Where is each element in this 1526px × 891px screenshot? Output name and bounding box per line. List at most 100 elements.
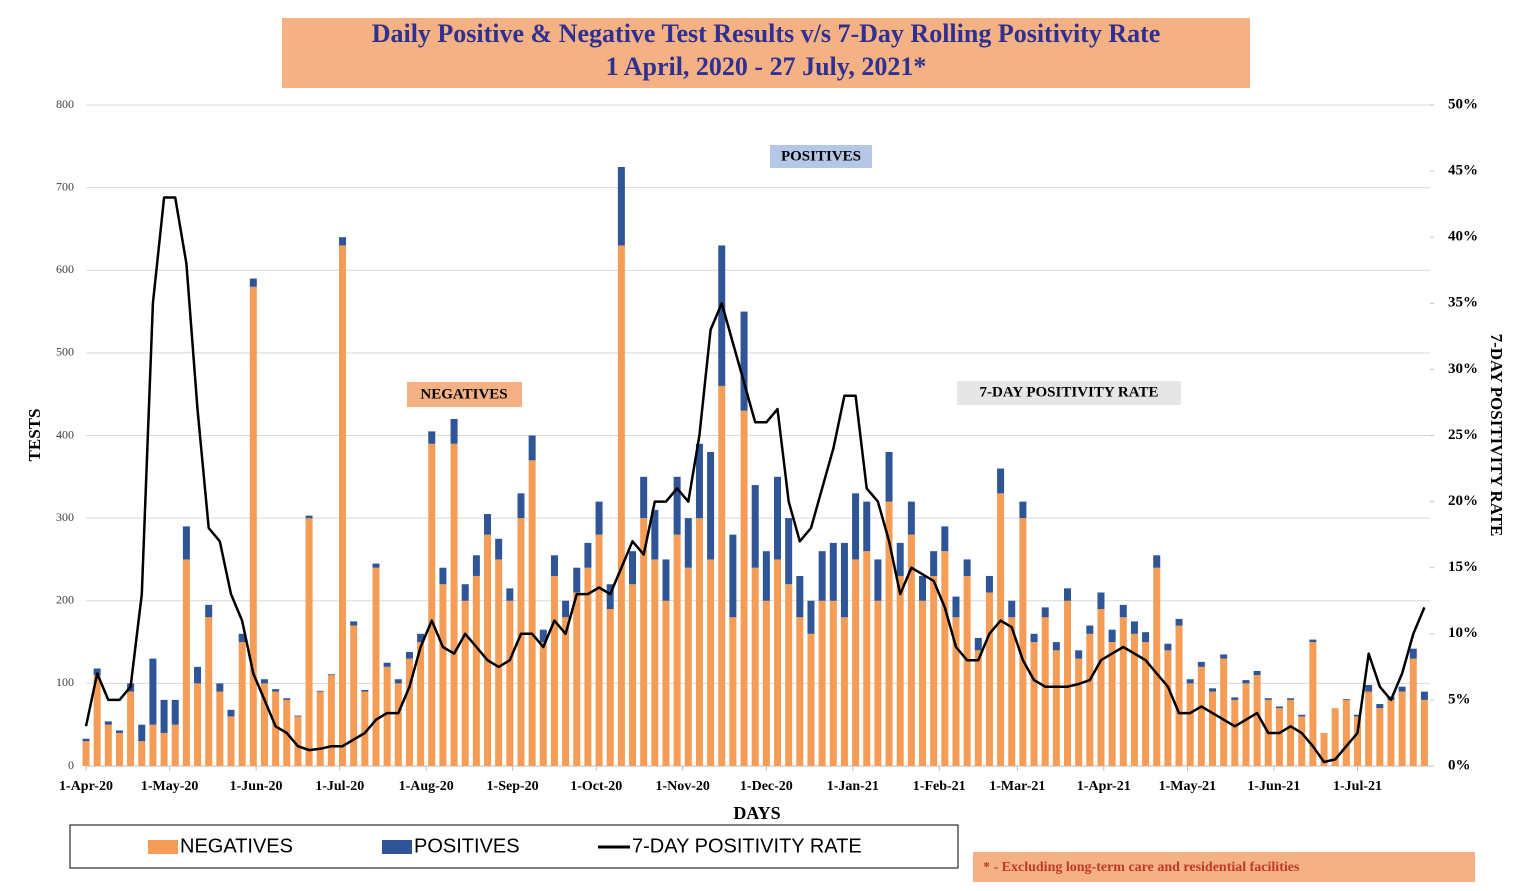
bar <box>216 691 224 766</box>
y2-axis-title: 7-DAY POSITIVITY RATE <box>1487 334 1506 537</box>
bar <box>1320 732 1328 766</box>
annotation-box <box>407 382 522 407</box>
bar <box>807 600 815 634</box>
bar <box>963 559 971 576</box>
y-tick-label: 300 <box>56 510 74 524</box>
bar <box>495 538 503 560</box>
bar <box>829 600 837 766</box>
bar <box>1008 600 1016 618</box>
bar <box>997 468 1005 494</box>
bar <box>249 286 257 766</box>
bar <box>528 435 536 461</box>
y2-tick-label: 5% <box>1448 691 1471 707</box>
bar <box>751 567 759 766</box>
bar <box>1354 714 1362 717</box>
bar <box>305 518 313 766</box>
legend-box <box>69 824 959 869</box>
bar <box>461 600 469 766</box>
bar <box>383 662 391 667</box>
annotation-box <box>957 381 1181 405</box>
x-tick-label: 1-May-20 <box>141 779 199 794</box>
legend-swatch <box>148 840 178 854</box>
bar <box>695 518 703 766</box>
y-tick-label: 200 <box>56 593 74 607</box>
bar <box>1008 617 1016 766</box>
bar <box>662 600 670 766</box>
bar <box>1298 716 1306 766</box>
bar <box>807 633 815 766</box>
annotation: POSITIVES <box>781 148 861 164</box>
bar <box>238 642 246 766</box>
bar <box>1019 518 1027 766</box>
bar <box>1197 666 1205 766</box>
bar <box>1420 699 1428 766</box>
footnote-box <box>973 852 1475 882</box>
x-axis-title: DAYS <box>733 803 780 823</box>
bar <box>1153 567 1161 766</box>
x-tick-label: 1-Jun-21 <box>1247 779 1300 794</box>
bar <box>405 658 413 766</box>
bar <box>774 559 782 766</box>
y-tick-label: 600 <box>56 262 74 276</box>
bar <box>1409 648 1417 659</box>
bar <box>985 592 993 766</box>
bar <box>1197 661 1205 667</box>
bar <box>272 691 280 766</box>
bar <box>840 542 848 618</box>
bar <box>1164 650 1172 766</box>
bar <box>941 551 949 766</box>
bar <box>930 551 938 576</box>
bar <box>673 476 681 535</box>
bar <box>684 518 692 568</box>
bar <box>896 542 904 576</box>
x-tick-label: 1-Dec-20 <box>740 779 793 794</box>
bar <box>1041 617 1049 766</box>
bar <box>1354 716 1362 766</box>
y2-tick-label: 45% <box>1448 163 1478 179</box>
bar <box>1153 555 1161 568</box>
bar <box>874 600 882 766</box>
bar <box>316 690 324 692</box>
bar <box>1142 632 1150 643</box>
bar <box>1164 643 1172 651</box>
bar <box>930 575 938 766</box>
y2-tick-label: 50% <box>1448 96 1478 112</box>
bar <box>1041 607 1049 618</box>
bar <box>138 724 146 742</box>
labels: 0 100 200 300 400 500 600 700 800 0% 5% 10% 15% 20% 25… <box>56 96 1478 794</box>
bar <box>1175 625 1183 766</box>
bar <box>1108 642 1116 766</box>
bar <box>517 493 525 519</box>
bar <box>115 732 123 766</box>
bar <box>762 600 770 766</box>
x-tick-label: 1-Sep-20 <box>487 779 539 794</box>
bar <box>885 501 893 766</box>
bar <box>651 559 659 766</box>
bar <box>149 724 157 766</box>
x-tick-label: 1-Oct-20 <box>570 779 622 794</box>
bar <box>472 575 480 766</box>
bar <box>718 245 726 386</box>
bar <box>673 534 681 766</box>
y-tick-label: 100 <box>56 675 74 689</box>
bar <box>539 629 547 643</box>
x-tick-label: 1-Apr-21 <box>1077 779 1131 794</box>
bar <box>484 513 492 535</box>
bar <box>1075 650 1083 659</box>
bar <box>606 584 614 610</box>
bar <box>1231 697 1239 700</box>
bar <box>138 741 146 766</box>
bar <box>1365 685 1373 692</box>
bar <box>339 237 347 246</box>
bar <box>729 534 737 618</box>
bar <box>249 278 257 287</box>
bars <box>82 166 1428 766</box>
bar <box>227 709 235 717</box>
y-tick-label: 400 <box>56 427 74 441</box>
x-tick-label: 1-Jul-20 <box>315 779 364 794</box>
bar <box>762 551 770 601</box>
x-tick-label: 1-May-21 <box>1159 779 1217 794</box>
bar <box>1130 633 1138 766</box>
y2-tick-label: 30% <box>1448 361 1478 377</box>
bar <box>361 691 369 766</box>
